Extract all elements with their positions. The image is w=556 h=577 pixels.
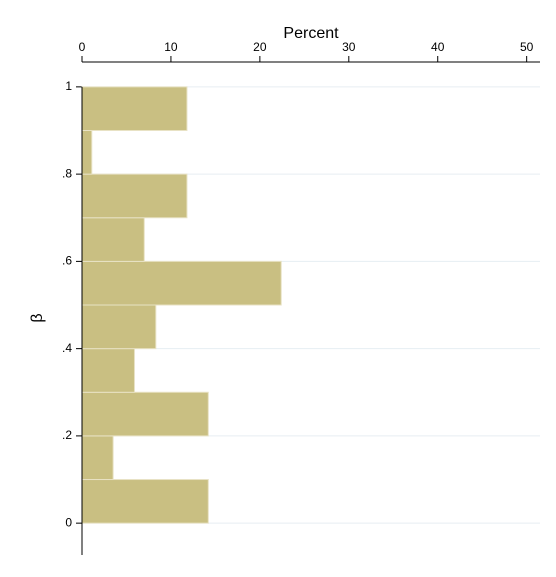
bar: [81, 304, 157, 350]
y-tick-label: .6: [62, 254, 72, 268]
bar: [81, 348, 135, 393]
x-tick-label: 50: [520, 40, 534, 54]
x-tick-label: 0: [79, 40, 86, 54]
y-axis-title: β: [29, 313, 46, 322]
x-tick-label: 30: [342, 40, 356, 54]
x-tick-label: 20: [253, 40, 267, 54]
x-tick-label: 10: [164, 40, 178, 54]
bar: [81, 260, 282, 306]
y-tick-label: .4: [62, 341, 72, 355]
bar: [81, 86, 188, 131]
bar: [81, 391, 209, 437]
x-tick-label: 40: [431, 40, 445, 54]
bar: [81, 129, 93, 175]
bar: [81, 173, 188, 219]
bar: [81, 217, 145, 262]
y-tick-label: .2: [62, 428, 72, 442]
bar: [81, 435, 114, 481]
x-axis-title: Percent: [283, 25, 339, 42]
y-tick-label: 0: [65, 515, 72, 529]
bar: [81, 479, 209, 524]
y-tick-label: .8: [62, 166, 72, 180]
y-tick-label: 1: [65, 79, 72, 93]
